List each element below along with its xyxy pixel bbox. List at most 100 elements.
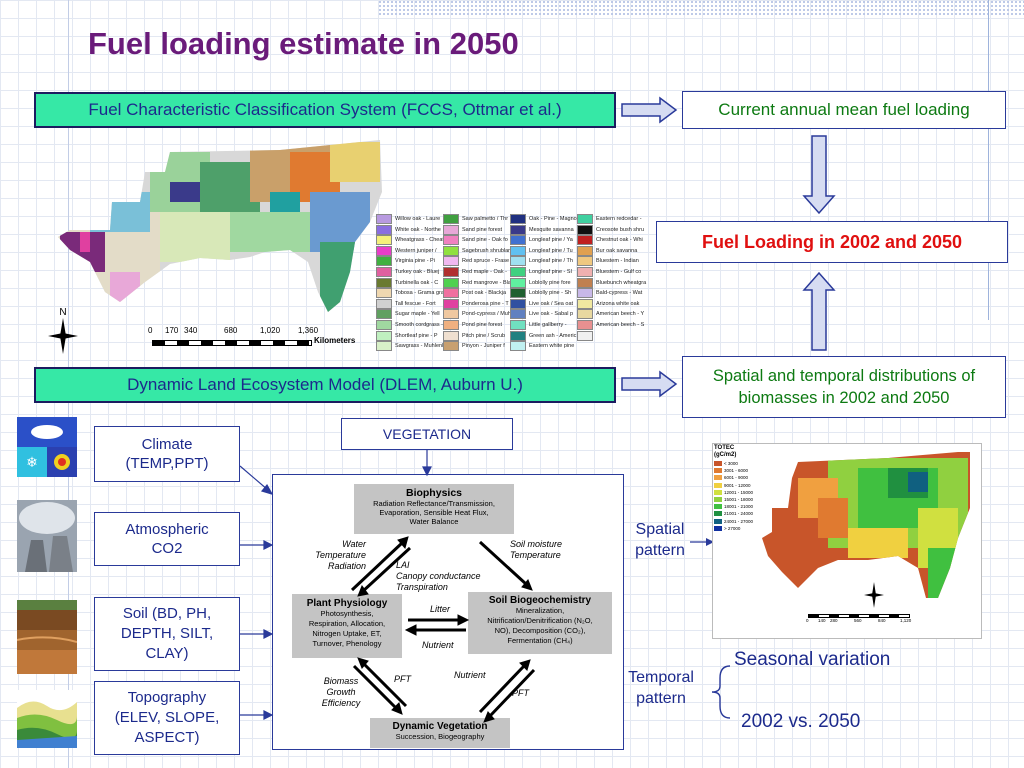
legend-item: Post oak - Blackja: [443, 288, 506, 299]
legend-swatch: [577, 245, 593, 256]
legend-item: Bluebunch wheatgra: [577, 277, 646, 288]
legend-item: Mesquite savanna: [510, 224, 574, 235]
dynamic-vegetation-box: Dynamic Vegetation Succession, Biogeogra…: [370, 718, 510, 748]
legend-swatch: [376, 320, 392, 330]
driver-label-soil: Soil (BD, PH, DEPTH, SILT, CLAY): [120, 605, 214, 662]
legend-label: American beech - Y: [596, 311, 645, 318]
temporal-pattern-label: Temporal pattern: [628, 669, 694, 707]
legend-item: Virginia pine - Pi: [376, 256, 435, 267]
topography-icon: [17, 690, 77, 748]
legend-label: Sand pine forest: [462, 226, 503, 233]
legend-item: Red mangrove - Bla: [443, 277, 511, 288]
legend-label: Saw palmetto / Thr: [462, 216, 509, 222]
legend-swatch: [443, 330, 459, 341]
legend-item: Longleaf pine / Tu: [510, 245, 573, 256]
legend-label: Red maple - Oak -: [462, 269, 507, 275]
totec-legend-item: 18001 - 21000: [714, 504, 754, 510]
legend-swatch: [443, 224, 459, 235]
legend-item: Arizona white oak: [577, 298, 639, 309]
legend-swatch: [577, 320, 593, 330]
legend-swatch: [443, 214, 459, 224]
arrow-current-to-fuel: [802, 135, 836, 215]
arrow-dlem-to-spatial: [621, 370, 678, 398]
scale-tick-340: 340: [184, 326, 198, 335]
legend-item: Bald-cypress - Wat: [577, 288, 642, 299]
totec-legend-swatch: [714, 504, 722, 510]
biophysics-box: Biophysics Radiation Reflectance/Transmi…: [354, 484, 514, 534]
north-arrow: N: [48, 307, 78, 354]
legend-label: Red spruce - Frase: [462, 258, 510, 265]
arrow-spatial-to-fuel: [802, 271, 836, 351]
legend-swatch: [443, 298, 459, 309]
label-nutrient-mid: Nutrient: [422, 640, 454, 650]
fuel-loading-box: Fuel Loading in 2002 and 2050: [656, 221, 1008, 263]
legend-item: Bur oak savanna: [577, 245, 637, 256]
legend-label: Mesquite savanna: [529, 226, 574, 233]
legend-swatch: [577, 214, 593, 224]
legend-label: American beech - S: [596, 322, 645, 328]
scale-tick-170: 170: [165, 326, 179, 335]
totec-scale-bar: [808, 614, 910, 618]
legend-swatch: [577, 309, 593, 320]
legend-label: Red mangrove - Bla: [462, 279, 511, 286]
legend-label: Tall fescue - Fort: [395, 300, 436, 307]
arrow-fccs-to-current: [621, 96, 678, 124]
legend-swatch: [443, 256, 459, 267]
totec-legend-label: 18001 - 21000: [724, 504, 754, 510]
legend-item: Longleaf pine - Sl: [510, 267, 572, 277]
legend-item: White oak - Northe: [376, 224, 441, 235]
legend-swatch: [510, 277, 526, 288]
legend-swatch: [443, 309, 459, 320]
legend-label: Smooth cordgrass -: [395, 322, 443, 328]
legend-item: Creosote bush shru: [577, 224, 644, 235]
seasonal-variation-label: Seasonal variation: [734, 649, 891, 670]
legend-item: Sugar maple - Yell: [376, 309, 440, 320]
fccs-box: Fuel Characteristic Classification Syste…: [34, 92, 616, 128]
totec-legend-swatch: [714, 525, 722, 531]
legend-label: Longleaf pine / Tu: [529, 247, 573, 254]
legend-item: Loblolly pine fore: [510, 277, 571, 288]
totec-legend-label: 12001 - 15000: [724, 489, 754, 495]
totec-title: TOTEC (gC/m2): [714, 445, 737, 458]
legend-swatch: [577, 235, 593, 246]
label-litter: Litter: [430, 604, 451, 614]
temporal-brace: [711, 665, 731, 719]
biophysics-text: Radiation Reflectance/Transmission, Evap…: [373, 499, 495, 526]
legend-label: Western juniper /: [395, 247, 437, 254]
totec-legend-item: < 3000: [714, 461, 738, 466]
legend-label: Sugar maple - Yell: [395, 311, 440, 318]
legend-item: Sagebrush shrublan: [443, 245, 511, 256]
legend-item: Red spruce - Frase: [443, 256, 510, 267]
legend-label: Green ash - Americ: [529, 332, 577, 339]
legend-swatch: [577, 298, 593, 309]
legend-item: Little gallberry -: [510, 320, 567, 330]
north-arrow-letter: N: [59, 307, 66, 318]
legend-label: Sawgrass - Muhlenb: [395, 343, 446, 350]
legend-swatch: [510, 298, 526, 309]
legend-swatch: [376, 288, 392, 299]
legend-swatch: [577, 330, 593, 341]
map-scale: 0 170 340 680 1,020 1,360 Kilometers: [148, 326, 368, 348]
legend-item: Pinyon - Juniper f: [443, 341, 505, 352]
label-pft-left: PFT: [394, 674, 411, 684]
totec-legend-label: 24001 - 27000: [724, 518, 754, 524]
totec-legend-label: 6001 - 9000: [724, 475, 749, 481]
legend-item: Live oak / Sea oat: [510, 298, 573, 309]
totec-legend-swatch: [714, 511, 722, 517]
driver-box-climate: Climate (TEMP,PPT): [94, 426, 240, 482]
dlem-box: Dynamic Land Ecosystem Model (DLEM, Aubu…: [34, 367, 616, 403]
legend-swatch: [510, 330, 526, 341]
legend-swatch: [510, 341, 526, 352]
legend-label: Loblolly pine fore: [529, 279, 571, 286]
power-plant-icon: [17, 500, 77, 572]
legend-swatch: [376, 267, 392, 277]
totec-legend-item: 3001 - 6000: [714, 468, 748, 474]
legend-item: Green ash - Americ: [510, 330, 577, 341]
soil-biogeochemistry-box: Soil Biogeochemistry Mineralization, Nit…: [468, 592, 612, 654]
legend-item: Sand pine forest: [443, 224, 503, 235]
legend-label: Pitch pine / Scrub: [462, 332, 506, 339]
label-water-temperature-radiation: Water Temperature Radiation: [315, 539, 366, 571]
